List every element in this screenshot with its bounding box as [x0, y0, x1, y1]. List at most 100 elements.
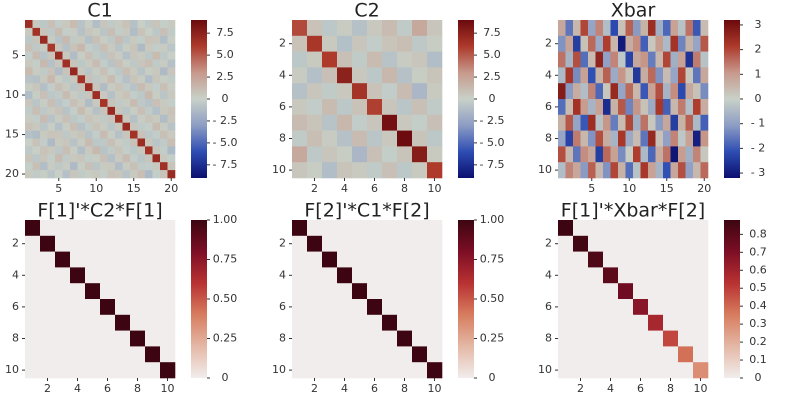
heatmap-cell	[700, 162, 709, 179]
heatmap-cell	[130, 154, 138, 163]
heatmap-cell	[70, 106, 78, 116]
heatmap-cell	[145, 346, 161, 363]
heatmap-cell	[85, 146, 93, 155]
heatmap-cell	[130, 235, 146, 252]
heatmap-cell	[145, 75, 153, 84]
x-tick-label: 10	[694, 382, 708, 395]
y-tick-label: 6	[12, 300, 19, 313]
heatmap-cell	[62, 162, 71, 171]
x-tick-label: 15	[660, 182, 674, 195]
heatmap-cell	[292, 67, 308, 84]
heatmap-cell	[130, 346, 146, 363]
heatmap-cell	[115, 146, 123, 155]
heatmap-cell	[558, 35, 566, 52]
heatmap-cell	[337, 20, 353, 37]
heatmap-cell	[640, 35, 649, 52]
heatmap-cell	[640, 99, 649, 116]
heatmap-cell	[115, 59, 123, 68]
heatmap-cell	[70, 251, 86, 268]
heatmap-cell	[595, 99, 604, 116]
heatmap-cell	[427, 51, 443, 68]
heatmap-cell	[85, 83, 93, 92]
heatmap-cell	[685, 114, 694, 131]
heatmap-cell	[100, 299, 116, 316]
heatmap-cell	[663, 130, 671, 147]
heatmap-cell	[678, 314, 694, 331]
heatmap-cell	[397, 362, 413, 379]
heatmap-cell	[685, 162, 694, 179]
heatmap-cell	[367, 251, 383, 268]
heatmap-cell	[55, 346, 71, 363]
heatmap-cell	[130, 114, 138, 123]
heatmap-cell	[337, 83, 353, 100]
heatmap-cell	[565, 99, 574, 116]
heatmap-cell	[322, 299, 338, 316]
heatmap-cell	[160, 122, 168, 131]
heatmap-cell	[85, 51, 93, 60]
heatmap-cell	[55, 27, 63, 37]
heatmap-cell	[92, 91, 101, 100]
heatmap-cell	[100, 99, 108, 108]
heatmap-cell	[122, 83, 131, 92]
heatmap-cell	[565, 114, 574, 131]
heatmap-cell	[77, 67, 86, 76]
heatmap-cell	[618, 346, 634, 363]
chart-title: Xbar	[611, 0, 656, 22]
heatmap-cell	[678, 235, 694, 252]
heatmap-cell	[352, 83, 368, 100]
heatmap-cell	[573, 83, 581, 100]
heatmap-cell	[145, 220, 161, 237]
heatmap-cell	[115, 330, 131, 347]
heatmap-cell	[32, 51, 41, 60]
heatmap-cell	[145, 330, 161, 347]
heatmap-cell	[367, 299, 383, 316]
heatmap-cell	[32, 20, 41, 29]
heatmap-cell	[152, 91, 161, 100]
heatmap-cell	[55, 43, 63, 52]
heatmap-cell	[588, 83, 596, 100]
heatmap-cell	[152, 75, 161, 84]
colorbar-tick-label: 0.50	[480, 292, 505, 305]
heatmap-cell	[663, 146, 671, 163]
heatmap-cell	[92, 27, 101, 37]
colorbar-tick-label: - 2	[751, 141, 765, 154]
heatmap-cell	[77, 75, 86, 84]
heatmap-cell	[558, 130, 566, 147]
heatmap-cell	[633, 130, 641, 147]
heatmap-cell	[618, 283, 634, 300]
heatmap-cell	[580, 35, 589, 52]
heatmap-cell	[367, 362, 383, 379]
heatmap-cell	[633, 330, 649, 347]
heatmap-cell	[77, 91, 86, 100]
heatmap-cell	[40, 99, 48, 108]
heatmap-cell	[618, 267, 634, 284]
heatmap-cell	[130, 220, 146, 237]
heatmap-cell	[412, 283, 428, 300]
heatmap-cell	[588, 299, 604, 316]
heatmap-cell	[25, 91, 33, 100]
heatmap-cell	[580, 20, 589, 37]
heatmap-cell	[25, 130, 33, 139]
x-tick-label: 5	[588, 182, 595, 195]
x-tick-label: 15	[127, 182, 141, 195]
heatmap-cell	[77, 162, 86, 171]
heatmap-cell	[322, 251, 338, 268]
y-tick-label: 4	[545, 268, 552, 281]
heatmap-cell	[382, 99, 398, 116]
heatmap-cell	[55, 146, 63, 155]
x-tick-label: 10	[428, 182, 442, 195]
colorbar-tick-label: 0	[755, 92, 762, 105]
heatmap-cell	[700, 20, 709, 37]
heatmap-cell	[62, 122, 71, 131]
heatmap-cell	[397, 251, 413, 268]
heatmap-cell	[47, 83, 56, 92]
heatmap-cell	[678, 346, 694, 363]
heatmap-cell	[382, 346, 398, 363]
heatmap-cell	[337, 267, 353, 284]
heatmap-cell	[55, 299, 71, 316]
heatmap-cell	[412, 99, 428, 116]
heatmap-cell	[655, 35, 664, 52]
heatmap-cell	[292, 267, 308, 284]
heatmap-cell	[70, 330, 86, 347]
heatmap-cell	[40, 35, 48, 44]
